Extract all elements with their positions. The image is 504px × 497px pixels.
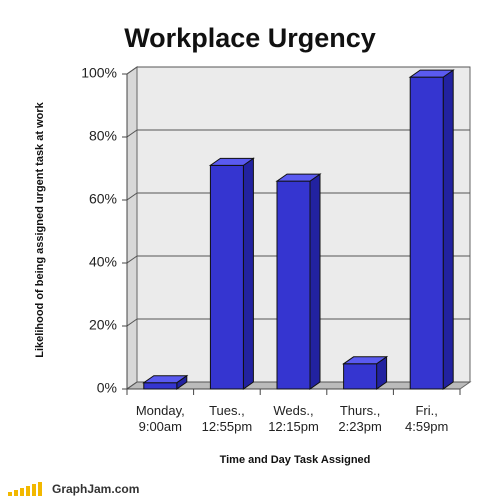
x-tick-label: Tues., 12:55pm <box>201 403 253 434</box>
grid-line-side <box>126 255 138 264</box>
x-tick-label: Monday, 9:00am <box>135 403 185 434</box>
bar-top <box>275 173 322 182</box>
grid-line-side <box>126 192 138 201</box>
y-tick-label: 20% <box>89 317 117 333</box>
y-tick-label: 60% <box>89 191 117 207</box>
x-tick-label: Thurs., 2:23pm <box>338 403 382 434</box>
bar-top <box>408 69 455 78</box>
bar <box>209 164 244 390</box>
x-axis-label: Time and Day Task Assigned <box>220 454 371 466</box>
logo-bar <box>14 490 18 496</box>
logo-bar <box>32 484 36 496</box>
bar-side <box>242 157 254 390</box>
grid-line-side <box>126 381 138 390</box>
logo-bar <box>20 488 24 496</box>
y-tick-label: 0% <box>97 380 117 396</box>
bar <box>143 382 178 390</box>
watermark: GraphJam.com <box>52 482 139 496</box>
logo-bar <box>38 482 42 496</box>
grid-line-side <box>126 318 138 327</box>
bar <box>343 363 378 390</box>
x-tick-label: Fri., 4:59pm <box>405 403 449 434</box>
y-tick-label: 80% <box>89 128 117 144</box>
logo-bar <box>8 492 12 496</box>
bar-side <box>309 173 321 390</box>
bar-top <box>142 375 189 384</box>
x-tick-label: Weds., 12:15pm <box>268 403 319 434</box>
y-axis-label: Likelihood of being assigned urgent task… <box>34 101 46 357</box>
bar <box>409 76 444 390</box>
bar <box>276 180 311 390</box>
chart-title: Workplace Urgency <box>124 23 376 53</box>
bar-top <box>342 356 389 365</box>
y-tick-label: 40% <box>89 254 117 270</box>
bar-top <box>208 157 255 166</box>
grid-line-side <box>126 66 138 75</box>
bar-side <box>442 69 454 390</box>
y-tick-label: 100% <box>81 65 117 81</box>
logo-bar <box>26 486 30 496</box>
side-wall <box>126 66 138 390</box>
grid-line-side <box>126 129 138 138</box>
